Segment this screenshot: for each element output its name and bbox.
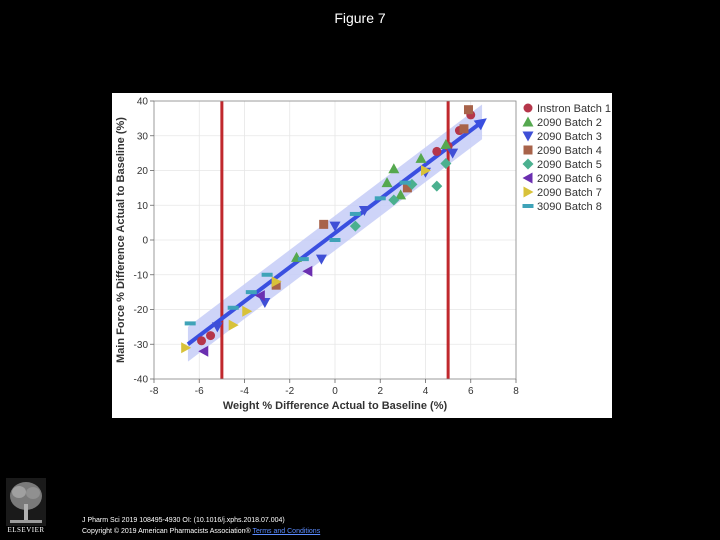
data-point: [259, 298, 271, 309]
data-point: [245, 290, 257, 295]
data-point: [459, 124, 469, 134]
data-point: [271, 280, 281, 290]
legend-marker: [522, 131, 534, 142]
data-point: [432, 146, 442, 156]
data-point: [381, 177, 393, 188]
data-point: [206, 331, 216, 341]
y-tick-label: -40: [134, 375, 149, 386]
data-point: [302, 265, 313, 277]
x-tick-label: -6: [195, 386, 204, 397]
elsevier-wordmark: ELSEVIER: [7, 526, 45, 534]
legend-label: Instron Batch 1: [537, 103, 611, 115]
data-point: [358, 205, 370, 216]
y-tick-label: -10: [134, 270, 149, 281]
data-point: [399, 180, 411, 185]
x-tick-label: -2: [285, 386, 294, 397]
data-points: [181, 105, 476, 357]
fit-arrowhead: [473, 118, 487, 131]
data-point: [463, 105, 473, 115]
data-point: [402, 183, 412, 193]
y-tick-label: 20: [137, 166, 149, 177]
legend-label: 2090 Batch 5: [537, 159, 602, 171]
legend-label: 2090 Batch 6: [537, 173, 602, 185]
x-tick-label: 4: [423, 386, 429, 397]
citation-line: J Pharm Sci 2019 108495-4930 OI: (10.101…: [82, 517, 285, 524]
fit-line-group: [186, 118, 487, 346]
data-point: [297, 257, 309, 262]
copyright-line: Copyright © 2019 American Pharmacists As…: [82, 526, 320, 537]
data-point: [271, 276, 282, 288]
x-tick-label: 6: [468, 386, 474, 397]
elsevier-tree-logo: [6, 478, 46, 526]
y-axis-label: Main Force % Difference Actual to Baseli…: [115, 117, 127, 363]
y-tick-label: 10: [137, 201, 149, 212]
data-point: [329, 221, 341, 232]
y-tick-label: 40: [137, 97, 149, 108]
data-point: [181, 342, 192, 354]
data-point: [388, 163, 400, 174]
data-point: [315, 254, 327, 265]
legend-marker: [523, 103, 533, 113]
x-tick-label: 0: [332, 386, 338, 397]
data-point: [254, 290, 265, 302]
slide-title: Figure 7: [334, 10, 386, 26]
data-point: [415, 152, 427, 163]
data-point: [211, 322, 223, 333]
data-point: [197, 336, 207, 346]
legend-marker: [523, 186, 534, 198]
data-point: [261, 272, 273, 277]
data-point: [228, 319, 239, 331]
data-point: [431, 180, 443, 192]
data-point: [227, 305, 239, 310]
data-point: [440, 158, 452, 170]
legend-marker: [523, 145, 533, 155]
data-point: [388, 194, 400, 206]
data-point: [349, 220, 361, 232]
legend-label: 3090 Batch 8: [537, 201, 602, 213]
data-point: [440, 138, 452, 149]
y-tick-label: -30: [134, 340, 149, 351]
legend-label: 2090 Batch 4: [537, 145, 602, 157]
data-point: [447, 148, 459, 159]
x-axis-label: Weight % Difference Actual to Baseline (…: [223, 400, 448, 412]
data-point: [329, 238, 341, 242]
terms-link[interactable]: Terms and Conditions: [252, 528, 321, 535]
legend-marker: [522, 172, 533, 184]
y-axis-ticks: -40 -30 -20 -10 0 10 20 30 40: [134, 97, 154, 386]
data-point: [349, 211, 361, 216]
data-point: [242, 305, 253, 317]
citation-footer: J Pharm Sci 2019 108495-4930 OI: (10.101…: [82, 515, 320, 537]
legend-label: 2090 Batch 3: [537, 131, 602, 143]
y-tick-label: -20: [134, 305, 149, 316]
data-point: [395, 189, 407, 200]
data-point: [374, 196, 386, 201]
x-tick-label: 2: [377, 386, 383, 397]
x-axis-ticks: -8 -6 -4 -2 0 2 4 6 8: [150, 379, 519, 397]
x-tick-label: -4: [240, 386, 249, 397]
x-tick-label: 8: [513, 386, 519, 397]
y-tick-label: 30: [137, 131, 149, 142]
data-point: [406, 178, 418, 190]
data-point: [319, 219, 329, 229]
data-point: [198, 345, 209, 357]
data-point: [184, 321, 196, 326]
legend: Instron Batch 1 2090 Batch 2 2090 Batch 3 2…: [522, 103, 611, 213]
legend-label: 2090 Batch 2: [537, 117, 602, 129]
legend-marker: [522, 116, 534, 127]
figure-panel: -8 -6 -4 -2 0 2 4 6 8 -40 -30 -20 -10 0 10 20 30 40 Weig…: [112, 93, 612, 418]
data-point: [421, 165, 431, 176]
legend-label: 2090 Batch 7: [537, 187, 602, 199]
y-tick-label: 0: [142, 236, 148, 247]
legend-marker: [522, 204, 534, 208]
x-tick-label: -8: [150, 386, 159, 397]
legend-marker: [522, 158, 534, 170]
copyright-text: Copyright © 2019 American Pharmacists As…: [82, 528, 253, 535]
